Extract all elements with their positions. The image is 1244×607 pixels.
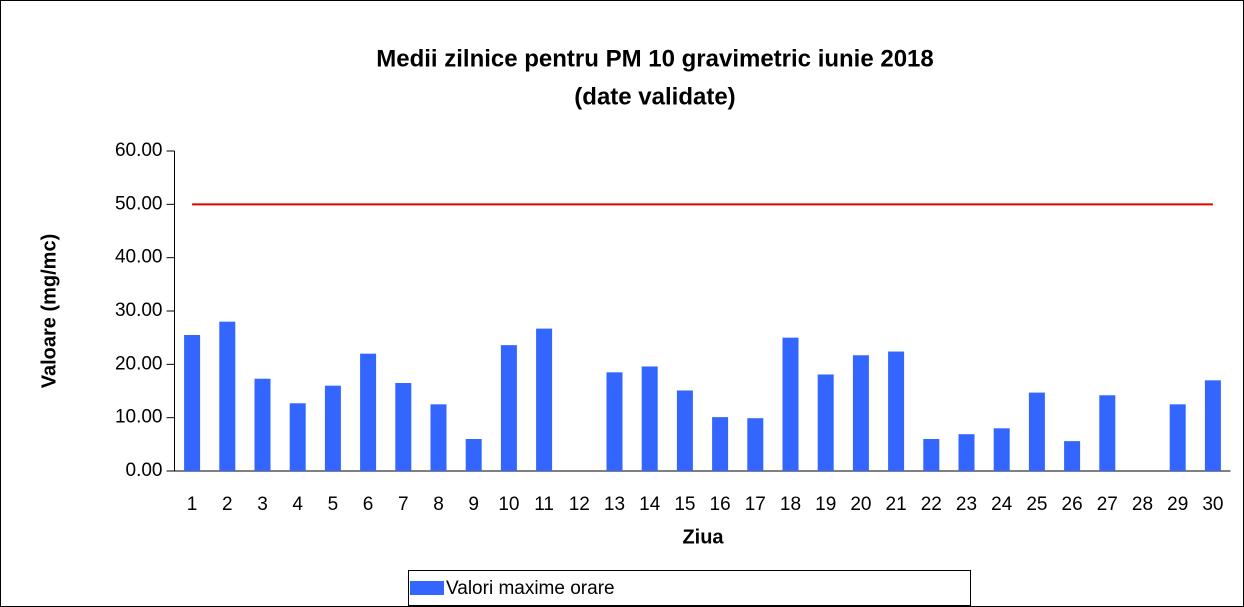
bar xyxy=(676,390,693,471)
x-tick-label: 29 xyxy=(1167,494,1188,515)
bar xyxy=(641,366,658,471)
legend-label: Valori maxime orare xyxy=(446,578,615,599)
x-tick-label: 30 xyxy=(1202,494,1223,515)
bar xyxy=(1169,404,1186,471)
bar xyxy=(500,345,517,471)
x-tick-label: 18 xyxy=(780,494,801,515)
bar xyxy=(465,439,482,471)
bar xyxy=(888,351,905,471)
legend-box xyxy=(408,570,971,606)
bar xyxy=(1028,392,1045,471)
x-tick-label: 26 xyxy=(1062,494,1083,515)
x-tick-label: 17 xyxy=(745,494,766,515)
bar xyxy=(782,337,799,471)
y-axis-title: Valoare (mg/mc) xyxy=(38,234,60,389)
x-tick-label: 15 xyxy=(674,494,695,515)
bar xyxy=(184,335,201,471)
x-tick-label: 2 xyxy=(222,494,233,515)
bar xyxy=(993,428,1010,471)
x-tick-label: 6 xyxy=(363,494,374,515)
bar xyxy=(219,321,236,471)
bar xyxy=(747,418,764,471)
bar xyxy=(395,383,412,471)
x-axis-title: Ziua xyxy=(682,526,724,548)
bar xyxy=(430,404,447,471)
x-tick-label: 14 xyxy=(639,494,661,515)
y-tick-label: 20.00 xyxy=(115,353,163,374)
x-tick-label: 27 xyxy=(1097,494,1118,515)
x-tick-label: 4 xyxy=(292,494,303,515)
x-tick-label: 12 xyxy=(569,494,590,515)
bar xyxy=(1204,380,1221,471)
y-tick-label: 0.00 xyxy=(126,460,163,481)
bar xyxy=(606,372,623,471)
bar xyxy=(289,403,306,471)
bar xyxy=(536,328,553,471)
bar xyxy=(852,355,869,471)
bar xyxy=(817,374,834,471)
x-tick-label: 7 xyxy=(398,494,409,515)
y-tick-label: 30.00 xyxy=(115,300,163,321)
x-tick-label: 20 xyxy=(850,494,871,515)
x-tick-label: 21 xyxy=(886,494,907,515)
bar xyxy=(1099,395,1116,471)
x-tick-label: 13 xyxy=(604,494,625,515)
x-tick-label: 11 xyxy=(534,494,554,515)
chart-title: Medii zilnice pentru PM 10 gravimetric i… xyxy=(376,45,934,72)
legend-swatch xyxy=(410,581,444,595)
x-tick-label: 16 xyxy=(710,494,731,515)
bar xyxy=(360,353,377,471)
x-tick-label: 8 xyxy=(433,494,444,515)
x-tick-label: 25 xyxy=(1026,494,1047,515)
x-tick-label: 5 xyxy=(328,494,339,515)
x-tick-label: 22 xyxy=(921,494,942,515)
bar xyxy=(712,417,729,471)
bar xyxy=(254,378,271,471)
x-tick-label: 23 xyxy=(956,494,977,515)
x-tick-label: 24 xyxy=(991,494,1013,515)
x-tick-label: 28 xyxy=(1132,494,1153,515)
x-tick-label: 9 xyxy=(468,494,479,515)
y-tick-label: 10.00 xyxy=(115,407,163,428)
x-tick-label: 10 xyxy=(498,494,519,515)
y-tick-label: 50.00 xyxy=(115,193,163,214)
bar xyxy=(1064,441,1081,471)
y-tick-label: 40.00 xyxy=(115,247,163,268)
y-tick-label: 60.00 xyxy=(115,140,163,161)
chart-subtitle: (date validate) xyxy=(574,83,735,110)
bar xyxy=(958,434,975,471)
x-tick-label: 19 xyxy=(815,494,836,515)
x-tick-label: 1 xyxy=(187,494,198,515)
bar xyxy=(324,385,341,471)
x-tick-label: 3 xyxy=(257,494,268,515)
bar xyxy=(923,439,940,471)
